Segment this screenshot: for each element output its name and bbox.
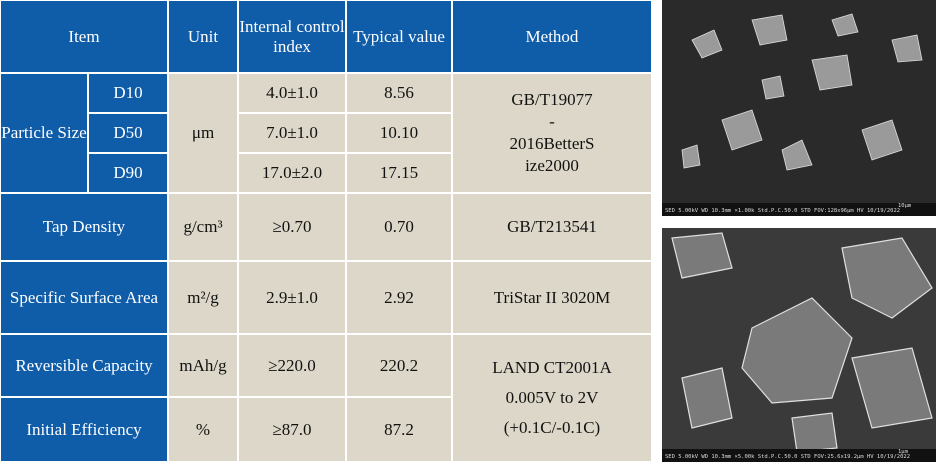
cell-text: 10.10 [379,123,419,142]
item-cell: Reversible Capacity [0,334,168,397]
cell-text: mAh/g [179,355,227,375]
cell-text: μm [191,123,215,142]
item-cell: Particle Size [0,73,88,193]
cell-text: D90 [113,163,143,182]
cell-text: Tap Density [42,217,126,236]
method-cell: GB/T213541 [452,193,652,261]
cell-text: 87.2 [384,419,414,439]
scale-label: 1μm [898,449,909,455]
cell-text: Item [68,26,100,46]
header-cell: Internal control index [238,0,346,73]
cell-text: Internal control index [239,16,345,56]
cell-text: LAND CT2001A [492,358,612,377]
image-info: SED 5.00kV WD 10.3mm ×1.00k Std.P.C.50.0… [665,208,900,214]
scale-label: 10μm [898,203,912,209]
cell-text: 0.005V to 2V [505,388,599,407]
cell-text: - [549,112,555,131]
method-cell: TriStar II 3020M [452,261,652,334]
sem-image-top: SED 5.00kV WD 10.3mm ×1.00k Std.P.C.50.0… [662,0,936,216]
cell-text: 8.56 [384,83,414,102]
cell-text: ≥0.70 [272,217,312,236]
typical-cell: 17.15 [346,153,452,193]
cell-text: % [195,419,211,439]
sub-item-cell: D10 [88,73,168,113]
cell-text: (+0.1C/-0.1C) [503,418,601,437]
cell-text: Initial Efficiency [26,419,142,439]
header-cell: Item [0,0,168,73]
cell-text: D50 [113,123,143,142]
typical-cell: 87.2 [346,397,452,462]
header-cell: Unit [168,0,238,73]
cell-text: Reversible Capacity [15,355,153,375]
cell-text: Specific Surface Area [9,287,159,307]
cell-text: 0.70 [384,217,414,236]
cell-text: GB/T19077 [511,90,593,109]
cell-text: 2016BetterS [509,134,595,153]
typical-cell: 0.70 [346,193,452,261]
cell-text: 7.0±1.0 [266,123,318,142]
cell-text: Typical value [353,26,445,46]
cell-text: Method [525,26,579,46]
item-cell: Tap Density [0,193,168,261]
unit-cell: m²/g [168,261,238,334]
cell-text: ≥220.0 [268,355,316,375]
cell-text: ≥87.0 [272,419,312,439]
index-cell: ≥220.0 [238,334,346,397]
index-cell: 7.0±1.0 [238,113,346,153]
cell-text: 220.2 [379,355,419,375]
cell-text: GB/T213541 [507,217,597,236]
typical-cell: 10.10 [346,113,452,153]
cell-text: 2.9±1.0 [266,287,318,307]
typical-cell: 8.56 [346,73,452,113]
cell-text: TriStar II 3020M [493,287,611,307]
index-cell: 17.0±2.0 [238,153,346,193]
cell-text: ize2000 [525,156,579,175]
index-cell: 2.9±1.0 [238,261,346,334]
typical-cell: 220.2 [346,334,452,397]
sub-item-cell: D90 [88,153,168,193]
image-info: SED 5.00kV WD 10.3mm ×5.00k Std.P.C.50.0… [665,454,910,460]
method-cell: LAND CT2001A 0.005V to 2V (+0.1C/-0.1C) [452,334,652,462]
item-cell: Specific Surface Area [0,261,168,334]
header-cell: Method [452,0,652,73]
unit-cell: g/cm³ [168,193,238,261]
cell-text: 17.0±2.0 [261,163,323,182]
sem-image-bottom: SED 5.00kV WD 10.3mm ×5.00k Std.P.C.50.0… [662,228,936,462]
cell-text: g/cm³ [183,217,223,236]
unit-cell: mAh/g [168,334,238,397]
cell-text: Unit [187,26,219,46]
cell-text: D10 [113,83,143,102]
index-cell: 4.0±1.0 [238,73,346,113]
cell-text: 4.0±1.0 [266,83,318,102]
cell-text: m²/g [187,287,219,307]
method-cell: GB/T19077 - 2016BetterS ize2000 [452,73,652,193]
typical-cell: 2.92 [346,261,452,334]
item-cell: Initial Efficiency [0,397,168,462]
cell-text: Particle Size [1,123,87,142]
unit-cell: μm [168,73,238,193]
header-cell: Typical value [346,0,452,73]
cell-text: 17.15 [379,163,419,182]
index-cell: ≥87.0 [238,397,346,462]
unit-cell: % [168,397,238,462]
index-cell: ≥0.70 [238,193,346,261]
sub-item-cell: D50 [88,113,168,153]
cell-text: 2.92 [384,287,414,307]
